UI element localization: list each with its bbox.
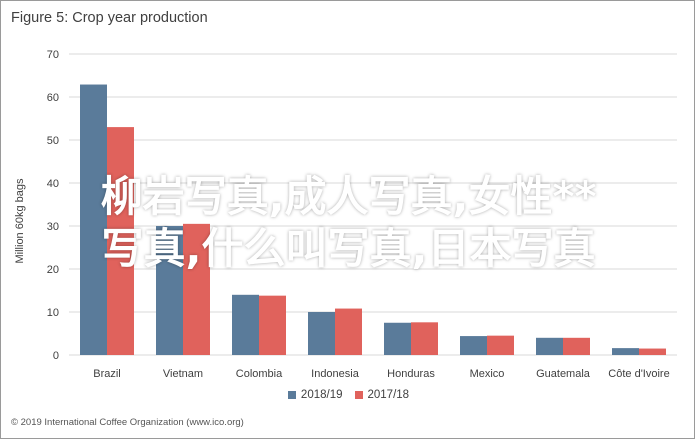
legend-label: 2018/19 bbox=[300, 389, 343, 401]
legend-label: 2017/18 bbox=[367, 389, 410, 401]
bar-2017-18-6 bbox=[563, 337, 590, 355]
bar-2018-19-1 bbox=[156, 226, 183, 355]
y-tick-label: 40 bbox=[47, 178, 59, 190]
x-tick-label: Vietnam bbox=[163, 368, 203, 380]
x-tick-label: Indonesia bbox=[311, 368, 360, 380]
y-tick-label: 70 bbox=[47, 49, 59, 61]
y-tick-label: 50 bbox=[47, 135, 59, 147]
bar-2018-19-7 bbox=[612, 348, 639, 355]
legend-item: 2017/18 bbox=[354, 389, 410, 401]
legend-swatch bbox=[354, 391, 363, 399]
bar-2017-18-0 bbox=[107, 127, 134, 355]
bar-2018-19-4 bbox=[384, 322, 411, 355]
legend-item: 2018/19 bbox=[287, 389, 343, 401]
x-tick-label: Brazil bbox=[93, 368, 121, 380]
x-tick-label: Mexico bbox=[470, 368, 505, 380]
legend: 2018/19 2017/18 bbox=[1, 389, 695, 402]
bar-2017-18-1 bbox=[183, 223, 210, 355]
bar-2018-19-3 bbox=[308, 312, 335, 355]
y-tick-label: 10 bbox=[47, 307, 59, 319]
x-tick-label: Colombia bbox=[236, 368, 283, 380]
y-tick-label: 30 bbox=[47, 221, 59, 233]
bar-2018-19-5 bbox=[460, 336, 487, 355]
y-tick-label: 20 bbox=[47, 264, 59, 276]
bar-2018-19-2 bbox=[232, 294, 259, 355]
bar-2017-18-7 bbox=[639, 348, 666, 355]
bar-2017-18-5 bbox=[487, 335, 514, 355]
source-note: © 2019 International Coffee Organization… bbox=[11, 417, 244, 428]
bar-2018-19-6 bbox=[536, 337, 563, 355]
x-tick-label: Côte d'Ivoire bbox=[608, 368, 669, 380]
bar-2017-18-3 bbox=[335, 308, 362, 355]
legend-swatch bbox=[287, 391, 296, 399]
bar-2018-19-0 bbox=[80, 84, 107, 355]
y-tick-label: 60 bbox=[47, 92, 59, 104]
x-tick-label: Guatemala bbox=[536, 368, 591, 380]
x-tick-label: Honduras bbox=[387, 368, 435, 380]
bar-2017-18-2 bbox=[259, 295, 286, 355]
y-tick-label: 0 bbox=[53, 350, 59, 362]
chart-title: Figure 5: Crop year production bbox=[11, 10, 208, 26]
bar-2017-18-4 bbox=[411, 322, 438, 355]
